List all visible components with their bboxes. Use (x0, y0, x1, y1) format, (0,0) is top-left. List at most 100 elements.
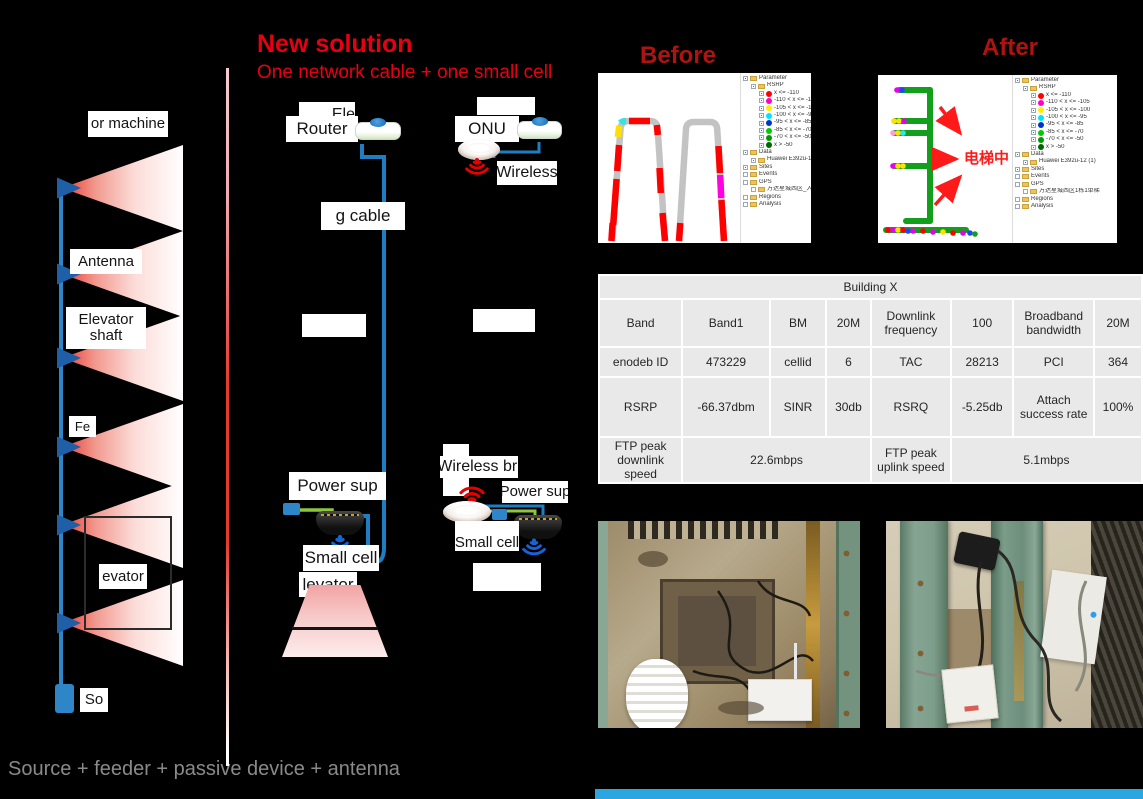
table-cell: 20M (1094, 300, 1141, 346)
legend-checkbox (743, 150, 748, 156)
legend-tree-item: Parameter (743, 75, 811, 82)
folder-icon (1022, 174, 1029, 180)
table-cell: FTP peak uplink speed (871, 438, 950, 482)
legend-color-dot (1038, 129, 1044, 136)
legend-checkbox (1031, 122, 1036, 128)
legend-checkbox (759, 91, 764, 97)
legend-range-item: -110 < x <= -105 (743, 97, 811, 104)
legend-label: Analysis (1031, 202, 1054, 209)
table-cell: Broadband bandwidth (1014, 300, 1093, 346)
legend-range-item: -95 < x <= -85 (743, 119, 811, 127)
legend-label: Sites (1031, 165, 1045, 172)
small-cell-device-icon (316, 511, 364, 535)
legend-checkbox (1015, 181, 1020, 187)
legend-tree-item: GPS (1015, 181, 1117, 188)
table-cell: enodeb ID (600, 348, 682, 376)
table-cell: 30db (826, 378, 870, 436)
legend-tree-item: 万达星城西区_入梯 (743, 186, 811, 193)
legend-range-item: x <= -110 (743, 90, 811, 97)
power-supply-label: Power sup (289, 472, 386, 500)
wifi-signal-icon-red-up (459, 486, 485, 504)
legend-label: x > -50 (774, 141, 793, 148)
blank-label-box (473, 563, 541, 591)
after-arrows (931, 105, 963, 207)
legend-checkbox (1023, 85, 1028, 91)
folder-icon (1030, 159, 1037, 165)
legend-checkbox (1031, 130, 1036, 136)
legend-color-dot (766, 120, 772, 127)
onu-cable (492, 142, 541, 158)
folder-icon (1030, 189, 1037, 195)
legend-tree-item: RSRP (1015, 84, 1117, 91)
legend-tree-item: Huawei E392u-12 (1) (743, 156, 811, 163)
legend-label: Analysis (759, 200, 782, 207)
blank-label-box (477, 97, 535, 115)
legend-label: x > -50 (1046, 143, 1065, 150)
legend-range-item: -105 < x <= -100 (743, 105, 811, 112)
folder-icon (758, 157, 765, 163)
legend-label: -70 < x <= -50 (774, 134, 811, 141)
folder-icon (758, 187, 765, 193)
legend-checkbox (759, 120, 764, 126)
onu-device-icon (517, 117, 562, 142)
legend-range-item: -95 < x <= -85 (1015, 121, 1117, 129)
table-cell: Downlink frequency (871, 300, 950, 346)
legend-checkbox (1031, 100, 1036, 106)
legend-checkbox (1031, 137, 1036, 143)
legend-checkbox (751, 157, 756, 163)
legend-range-item: -85 < x <= -70 (743, 127, 811, 134)
legend-color-dot (766, 112, 772, 119)
table-cell: 5.1mbps (951, 438, 1141, 482)
legend-label: x <= -110 (1046, 91, 1071, 98)
table-cell: TAC (871, 348, 950, 376)
legend-range-item: -85 < x <= -70 (1015, 129, 1117, 136)
legend-label: x <= -110 (774, 89, 799, 96)
after-title: After (982, 34, 1039, 61)
legend-label: GPS (1031, 180, 1044, 187)
legend-label: -105 < x <= -100 (774, 104, 811, 111)
legend-label: -85 < x <= -70 (1046, 128, 1084, 135)
legend-tree-item: Regions (743, 194, 811, 201)
small-cell-label: Small cell (303, 545, 379, 571)
after-annotation: 电梯中 (964, 150, 1010, 167)
legend-checkbox (759, 135, 764, 141)
wireless-bridge-label: Wireless bri (440, 456, 518, 478)
legend-checkbox (1031, 107, 1036, 113)
legend-checkbox (743, 194, 748, 200)
legend-label: -95 < x <= -85 (774, 119, 811, 126)
legend-label: -70 < x <= -50 (1046, 136, 1084, 143)
new-solution-title: New solution (257, 30, 413, 58)
legend-color-dot (766, 142, 772, 149)
legend-color-dot (1038, 92, 1044, 99)
table-cell: PCI (1014, 348, 1093, 376)
before-title: Before (640, 42, 717, 69)
blank-label-box (302, 314, 366, 337)
legend-checkbox (743, 179, 748, 185)
table-cell: Band1 (683, 300, 769, 346)
folder-icon (750, 76, 757, 82)
feeder-label: Fe (69, 416, 96, 437)
legend-tree-item: Parameter (1015, 77, 1117, 84)
legend-label: -100 < x <= -95 (774, 112, 811, 119)
table-cell: cellid (770, 348, 825, 376)
legend-checkbox (1023, 189, 1028, 195)
photo-elevator-top-installation (598, 521, 860, 728)
trailing-cable-label: g cable (321, 202, 405, 230)
router-label: Router (286, 116, 358, 142)
legend-checkbox (1015, 174, 1020, 180)
new-solution-subtitle: One network cable + one small cell (257, 62, 553, 83)
table-title: Building X (600, 276, 1141, 298)
antenna-label: Antenna (70, 249, 142, 274)
elevator-car-label: evator (99, 564, 147, 589)
table-cell: Attach success rate (1014, 378, 1093, 436)
wireless-bridge-disc-icon (458, 139, 500, 160)
table-cell: RSRP (600, 378, 682, 436)
antenna-arrows (57, 177, 81, 634)
router-device-icon (355, 118, 401, 144)
legend-tree-item: Sites (743, 164, 811, 171)
legend-checkbox (1015, 204, 1020, 210)
table-cell: -5.25db (951, 378, 1013, 436)
folder-icon (750, 179, 757, 185)
legend-label: Events (1031, 173, 1050, 180)
bridge-cable (484, 504, 545, 515)
